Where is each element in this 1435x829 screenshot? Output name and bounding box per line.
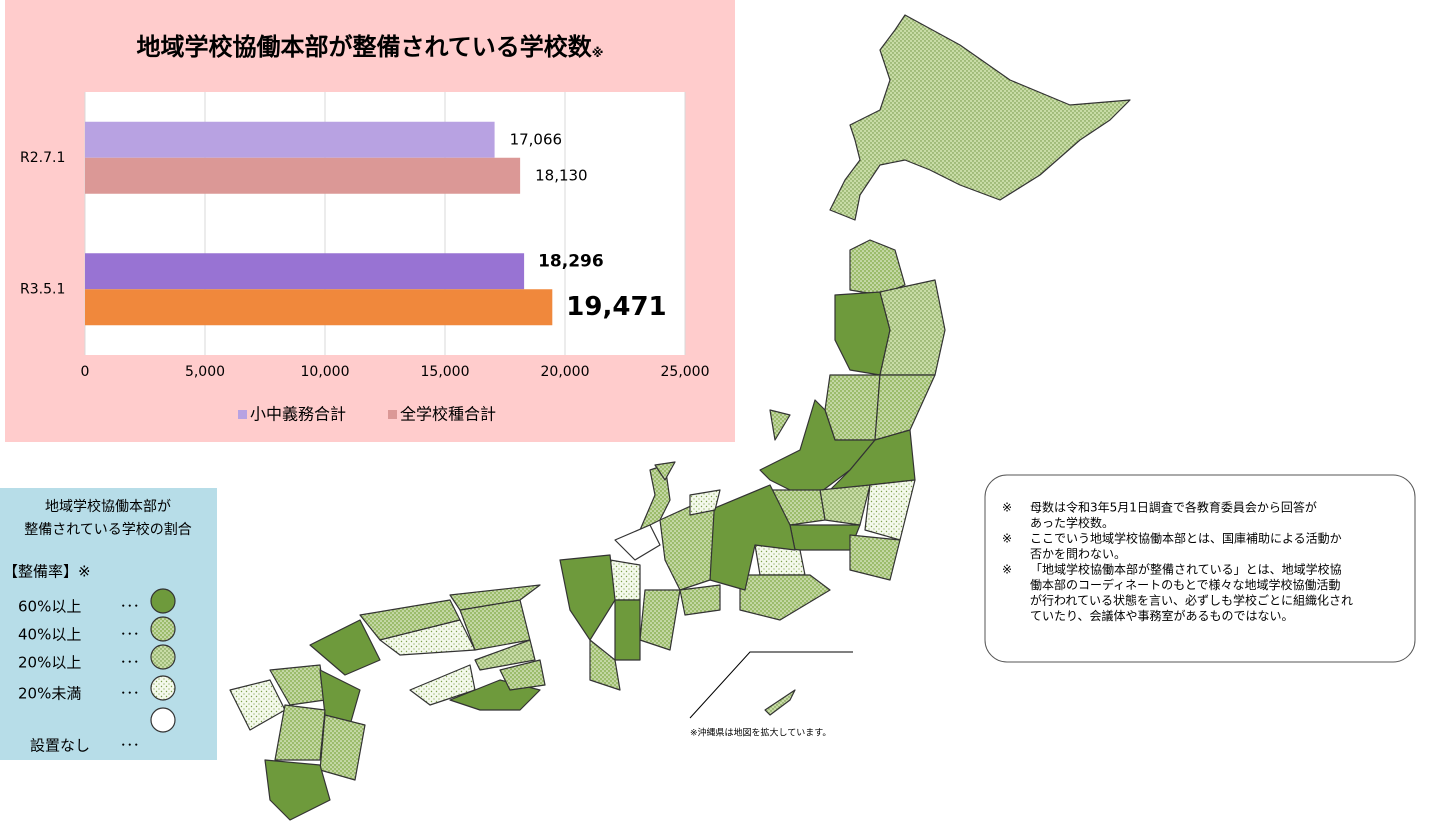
chart-title: 地域学校協働本部が整備されている学校数※ (137, 33, 604, 61)
pref (689, 489, 721, 516)
legend-label: 全学校種合計 (400, 405, 496, 424)
okinawa-inset-line (689, 651, 853, 719)
hokkaido (829, 14, 1131, 221)
island (769, 409, 791, 441)
pref (319, 714, 366, 781)
note-line: 否かを問わない。 (1030, 547, 1126, 561)
legend-item-label: 40%以上 (18, 626, 81, 644)
note-line: ていたり、会議体や事務室があるものではない。 (1030, 608, 1294, 623)
pref (264, 759, 331, 821)
legend-item-label: 設置なし (30, 737, 90, 755)
category-label: R2.7.1 (20, 150, 65, 166)
bar (85, 253, 525, 290)
pref (874, 374, 936, 441)
pref (819, 484, 871, 526)
pref (849, 534, 901, 581)
map-note: ※沖縄県は地図を拡大しています。 (690, 727, 831, 739)
legend-title: 地域学校協働本部が (45, 498, 171, 515)
legend-swatch (388, 410, 397, 419)
pref (864, 479, 916, 541)
x-tick-label: 5,000 (185, 364, 225, 380)
note-line: 働本部のコーディネートのもとで様々な地域学校協働活動 (1030, 577, 1341, 592)
legend-item-label: 60%以上 (18, 598, 81, 616)
pref (879, 279, 946, 376)
note-mark: ※ (1002, 563, 1012, 577)
pref (589, 639, 621, 691)
pref (679, 584, 721, 616)
legend-swatch (150, 588, 176, 614)
legend-swatch (150, 707, 176, 733)
bar (85, 121, 495, 158)
pref (849, 239, 906, 296)
pref (309, 619, 381, 676)
title-text: 地域学校協働本部が整備されている学校数 (137, 33, 593, 61)
x-tick-label: 20,000 (541, 364, 590, 380)
category-label: R3.5.1 (20, 281, 65, 297)
pref (834, 291, 891, 376)
bar (85, 289, 553, 326)
legend-swatch (150, 616, 176, 642)
pref (824, 374, 881, 441)
legend-swatch (150, 644, 176, 670)
pref (754, 544, 806, 576)
note-mark: ※ (1002, 532, 1012, 546)
x-tick-label: 0 (81, 364, 90, 380)
map-legend-box (0, 488, 217, 760)
legend-item-dots: ･･･ (120, 628, 140, 643)
legend-item-label: 20%未満 (18, 685, 81, 703)
pref (559, 554, 616, 641)
notes-box (984, 474, 1416, 663)
note-line: が行われている状態を言い、必ずしも学校ごとに組織化され (1030, 593, 1353, 608)
note-line: ここでいう地域学校協働本部とは、国庫補助による活動か (1030, 531, 1342, 546)
legend-item-dots: ･･･ (120, 687, 140, 702)
note-line: 母数は令和3年5月1日調査で各教育委員会から回答が (1030, 500, 1317, 515)
pref (229, 679, 286, 731)
pref (639, 589, 681, 651)
x-tick-label: 15,000 (421, 364, 470, 380)
pref (739, 574, 831, 621)
value-label: 17,066 (510, 130, 562, 148)
legend-item-label: 20%以上 (18, 654, 81, 672)
value-label: 18,130 (535, 166, 588, 184)
legend-swatch (150, 675, 176, 701)
legend-swatch (238, 410, 247, 419)
value-label: 19,471 (566, 292, 666, 322)
legend-item-dots: ･･･ (120, 739, 140, 754)
note-line: 「地域学校協働本部が整備されている」とは、地域学校協 (1030, 562, 1342, 577)
pref (614, 524, 661, 561)
pref (474, 639, 536, 671)
okinawa (764, 689, 796, 716)
pref (274, 704, 326, 761)
legend-title: 整備されている学校の割合 (24, 521, 192, 538)
legend-label: 小中義務合計 (250, 405, 346, 424)
pref (449, 584, 541, 611)
legend-item-dots: ･･･ (120, 656, 140, 671)
title-note: ※ (592, 46, 604, 60)
x-tick-label: 10,000 (301, 364, 350, 380)
pref (614, 599, 641, 661)
legend-item-dots: ･･･ (120, 600, 140, 615)
island (654, 461, 676, 481)
chart: 0 5,000 10,000 15,000 20,000 25,000 R2.7.1 17,0… (20, 92, 710, 424)
note-mark: ※ (1002, 501, 1012, 515)
pref (709, 484, 796, 591)
value-label: 18,296 (538, 251, 604, 271)
legend-rate-label: 【整備率】※ (3, 563, 91, 581)
map-legend-items: 60%以上 ･･･ 40%以上 ･･･ 20%以上 ･･･ 20%未満 ･･･ 設置なし ･･･ (18, 588, 176, 755)
note-line: あった学校数。 (1030, 515, 1114, 530)
pref (499, 659, 546, 691)
japan-map: ※沖縄県は地図を拡大しています。 (229, 14, 1131, 821)
x-tick-label: 25,000 (661, 364, 710, 380)
bar (85, 157, 521, 194)
